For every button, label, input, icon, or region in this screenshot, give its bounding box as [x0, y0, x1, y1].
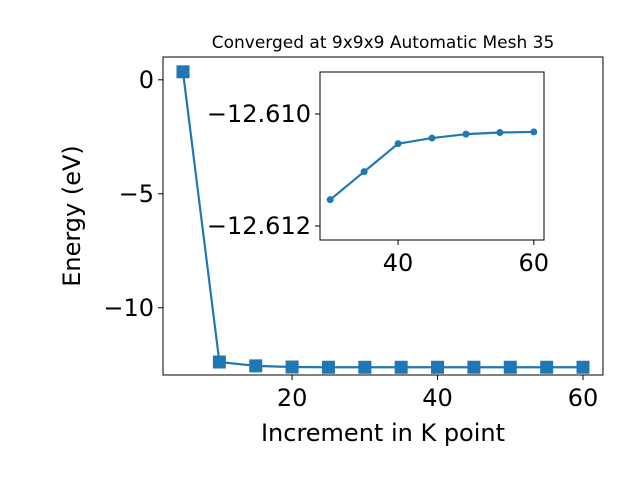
x-axis-label: Increment in K point — [261, 419, 505, 447]
main-data-point — [540, 360, 554, 374]
main-x-tick-label: 20 — [277, 384, 308, 412]
inset-data-point — [360, 168, 368, 176]
inset-data-point — [462, 130, 470, 138]
main-axes: Converged at 9x9x9 Automatic Mesh 35 20 4… — [58, 33, 604, 447]
inset-axes: 40 60 −12.612 −12.610 — [207, 71, 549, 277]
inset-data-point — [428, 134, 436, 142]
main-data-point — [503, 360, 517, 374]
main-y-tick-label: −5 — [119, 180, 154, 208]
chart-title: Converged at 9x9x9 Automatic Mesh 35 — [212, 33, 555, 53]
inset-background — [320, 72, 544, 240]
inset-y-tick-label: −12.612 — [207, 212, 311, 240]
inset-plot-area — [326, 128, 538, 204]
inset-y-tick-label: −12.610 — [207, 100, 311, 128]
inset-x-tick-label: 40 — [383, 249, 414, 277]
main-data-point — [176, 65, 190, 79]
main-data-point — [285, 360, 299, 374]
main-x-ticks: 20 40 60 — [277, 375, 598, 412]
main-data-point — [467, 360, 481, 374]
main-plot-area — [176, 65, 590, 374]
main-data-point — [249, 359, 263, 373]
inset-x-ticks: 40 60 — [383, 240, 549, 277]
main-data-point — [212, 355, 226, 369]
main-data-point — [358, 360, 372, 374]
main-data-point — [394, 360, 408, 374]
main-y-tick-label: 0 — [139, 66, 154, 94]
inset-data-point — [326, 196, 334, 204]
main-x-tick-label: 40 — [422, 384, 453, 412]
main-data-point — [321, 360, 335, 374]
main-data-point — [576, 360, 590, 374]
inset-x-tick-label: 60 — [519, 249, 550, 277]
inset-data-point — [496, 128, 504, 136]
main-x-tick-label: 60 — [568, 384, 599, 412]
inset-data-point — [394, 140, 402, 148]
main-y-tick-label: −10 — [103, 294, 154, 322]
inset-data-point — [530, 128, 538, 136]
main-data-point — [431, 360, 445, 374]
y-axis-label: Energy (eV) — [58, 145, 86, 287]
inset-y-ticks: −12.612 −12.610 — [207, 100, 320, 240]
inset-axes-frame — [319, 71, 545, 241]
main-y-ticks: 0 −5 −10 — [103, 66, 163, 322]
main-axes-frame — [162, 56, 604, 376]
